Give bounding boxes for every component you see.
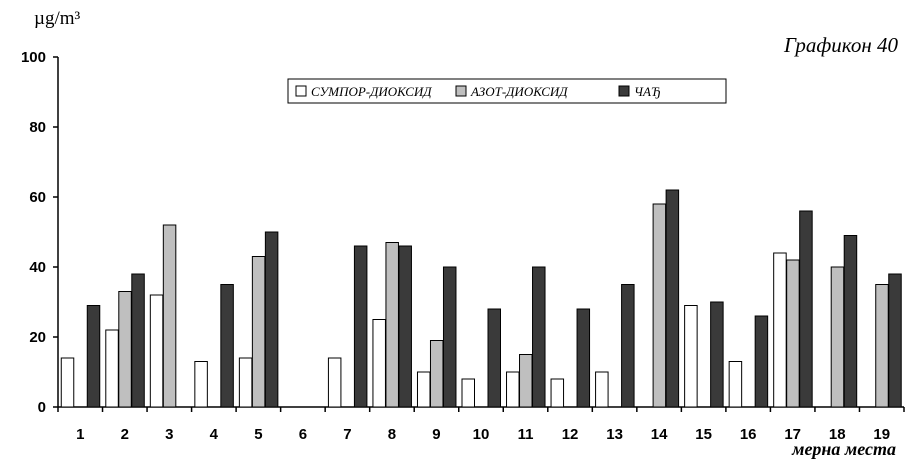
- x-tick-label: 11: [518, 426, 534, 443]
- bar: [652, 203, 667, 408]
- bar: [327, 357, 342, 408]
- bar: [621, 284, 635, 408]
- x-tick-label: 10: [473, 426, 490, 443]
- x-tick-label: 4: [210, 426, 219, 443]
- y-tick-label: 40: [29, 259, 46, 276]
- x-tick-label: 5: [254, 426, 262, 443]
- legend-swatch: [618, 85, 630, 97]
- bar: [728, 361, 743, 408]
- bar: [843, 235, 858, 408]
- x-tick-label: 18: [829, 426, 846, 443]
- y-tick-label: 100: [21, 49, 46, 66]
- bar: [754, 315, 769, 408]
- bar: [684, 305, 698, 408]
- bar: [576, 308, 591, 408]
- legend-swatch: [455, 85, 467, 97]
- x-tick-label: 13: [606, 426, 623, 443]
- y-axis-label: µg/m³: [34, 8, 81, 29]
- x-tick-label: 17: [784, 426, 801, 443]
- y-tick-label: 80: [29, 119, 46, 136]
- bar: [773, 252, 787, 408]
- bar: [86, 305, 101, 408]
- bar: [238, 357, 253, 408]
- x-tick-label: 12: [562, 426, 579, 443]
- legend-label: АЗОТ-ДИОКСИД: [470, 84, 568, 99]
- x-axis-label: мерна места: [791, 439, 896, 459]
- bar: [595, 371, 609, 408]
- bar: [149, 294, 164, 408]
- bar: [220, 284, 234, 408]
- y-tick-label: 0: [38, 399, 46, 416]
- bar: [251, 256, 266, 408]
- bar: [416, 371, 431, 408]
- x-tick-label: 6: [299, 426, 307, 443]
- x-tick-label: 14: [651, 426, 668, 443]
- bars: [60, 189, 902, 408]
- bar: [442, 266, 457, 408]
- legend-swatch: [295, 85, 307, 97]
- legend-label: ЧАЂ: [634, 84, 661, 99]
- x-tick-label: 2: [121, 426, 129, 443]
- x-tick-label: 8: [388, 426, 396, 443]
- bar: [398, 245, 412, 408]
- legend: СУМПОР-ДИОКСИД АЗОТ-ДИОКСИД ЧАЂ: [287, 78, 727, 104]
- bar: [519, 354, 533, 408]
- bar: [372, 319, 386, 408]
- legend-label: СУМПОР-ДИОКСИД: [311, 84, 432, 99]
- bar: [105, 329, 119, 408]
- bar: [60, 357, 75, 408]
- bar: [888, 273, 902, 408]
- bar: [875, 284, 889, 408]
- bar: [353, 245, 368, 408]
- bar: [118, 291, 132, 408]
- bar: [487, 308, 501, 408]
- x-tick-label: 15: [695, 426, 712, 443]
- x-tick-label: 16: [740, 426, 757, 443]
- x-tick-label: 7: [343, 426, 351, 443]
- bar: [799, 210, 813, 408]
- y-tick-label: 20: [29, 329, 46, 346]
- bar: [532, 266, 546, 408]
- bar: [264, 231, 279, 408]
- bar: [429, 340, 444, 408]
- bar: [461, 378, 475, 408]
- legend-box: [287, 78, 727, 104]
- bar: [710, 301, 724, 408]
- bar: [194, 361, 208, 408]
- bar: [506, 371, 520, 408]
- bar: [550, 378, 565, 408]
- bar: [131, 273, 145, 408]
- bar: [830, 266, 845, 408]
- x-tick-label: 3: [165, 426, 173, 443]
- x-tick-label: 9: [432, 426, 440, 443]
- bar: [385, 242, 399, 408]
- x-tick-label: 1: [76, 426, 84, 443]
- x-tick-label: 19: [873, 426, 890, 443]
- bar: [162, 224, 177, 408]
- bar: [665, 189, 680, 408]
- y-tick-label: 60: [29, 189, 46, 206]
- chart-title: Графикон 40: [783, 33, 898, 57]
- bar: [786, 259, 800, 408]
